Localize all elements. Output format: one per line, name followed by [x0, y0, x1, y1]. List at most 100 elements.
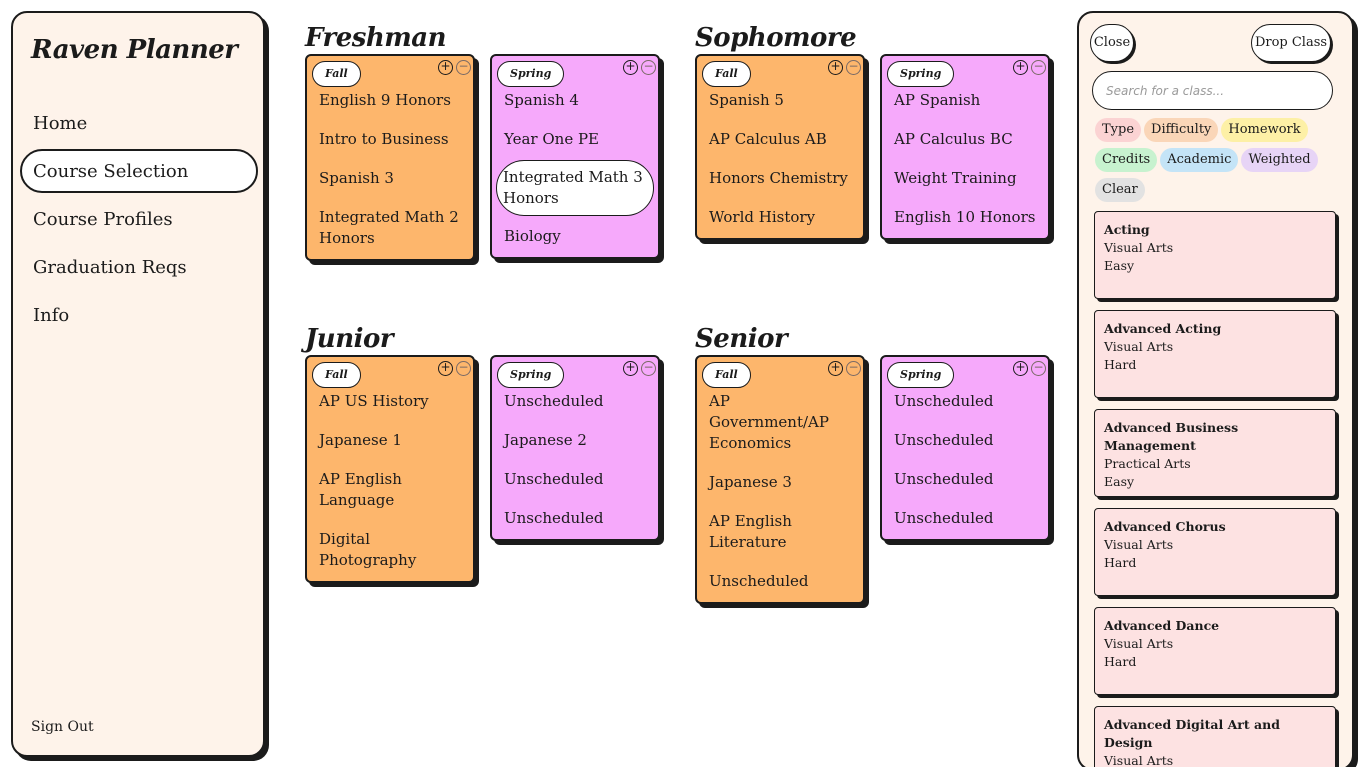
sidebar-nav: Home Course Selection Course Profiles Gr…: [20, 101, 258, 341]
drop-class-button[interactable]: Drop Class: [1251, 24, 1331, 62]
term-spring: Spring + − AP Spanish AP Calculus BC Weight T…: [880, 54, 1050, 240]
filter-chip-difficulty[interactable]: Difficulty: [1144, 118, 1219, 142]
remove-course-icon[interactable]: −: [846, 60, 861, 75]
term-controls: + −: [828, 60, 861, 75]
class-card[interactable]: Advanced Dance Visual Arts Hard: [1094, 607, 1336, 695]
course-item[interactable]: AP US History: [319, 392, 429, 410]
close-button[interactable]: Close: [1090, 24, 1134, 62]
course-item[interactable]: Spanish 4: [504, 91, 579, 109]
term-label: Spring: [497, 362, 565, 388]
course-item[interactable]: Unscheduled: [504, 470, 604, 488]
course-item[interactable]: Integrated Math 2 Honors: [319, 208, 459, 247]
course-item[interactable]: Unscheduled: [894, 431, 994, 449]
filter-chip-type[interactable]: Type: [1095, 118, 1142, 142]
add-course-icon[interactable]: +: [438, 60, 453, 75]
add-course-icon[interactable]: +: [828, 60, 843, 75]
nav-item-course-profiles[interactable]: Course Profiles: [33, 209, 173, 230]
course-item[interactable]: AP English Literature: [709, 512, 792, 551]
course-item[interactable]: Unscheduled: [504, 392, 604, 410]
term-spring: Spring + − Unscheduled Japanese 2 Unscheduled…: [490, 355, 660, 541]
term-spring: Spring + − Unscheduled Unscheduled Unschedule…: [880, 355, 1050, 541]
add-course-icon[interactable]: +: [1013, 60, 1028, 75]
remove-course-icon[interactable]: −: [641, 361, 656, 376]
course-item[interactable]: AP Spanish: [894, 91, 981, 109]
nav-item-course-selection[interactable]: Course Selection: [20, 149, 258, 193]
filter-chip-homework[interactable]: Homework: [1221, 118, 1308, 142]
class-card[interactable]: Advanced Business Management Practical Ar…: [1094, 409, 1336, 497]
year-junior: Junior Fall + − AP US History Japanese 1 AP En…: [305, 325, 660, 583]
course-item[interactable]: English 9 Honors: [319, 91, 451, 109]
course-item[interactable]: Japanese 3: [709, 473, 792, 491]
class-card[interactable]: Acting Visual Arts Easy: [1094, 211, 1336, 299]
class-card[interactable]: Advanced Chorus Visual Arts Hard: [1094, 508, 1336, 596]
class-type: Visual Arts: [1104, 537, 1174, 552]
course-item[interactable]: Unscheduled: [504, 509, 604, 527]
course-item[interactable]: Intro to Business: [319, 130, 449, 148]
course-item[interactable]: Year One PE: [504, 130, 600, 148]
filter-chips: Type Difficulty Homework Credits Academic Wei…: [1095, 118, 1345, 208]
course-item[interactable]: Unscheduled: [894, 392, 994, 410]
term-controls: + −: [1013, 361, 1046, 376]
year-title: Sophomore: [695, 23, 857, 53]
year-title: Freshman: [305, 23, 447, 53]
class-card[interactable]: Advanced Acting Visual Arts Hard: [1094, 310, 1336, 398]
term-controls: + −: [438, 60, 471, 75]
course-item[interactable]: Honors Chemistry: [709, 169, 848, 187]
remove-course-icon[interactable]: −: [846, 361, 861, 376]
course-item[interactable]: Biology: [504, 227, 561, 245]
add-course-icon[interactable]: +: [623, 60, 638, 75]
class-type: Practical Arts: [1104, 456, 1191, 471]
remove-course-icon[interactable]: −: [1031, 361, 1046, 376]
course-item[interactable]: AP Calculus AB: [709, 130, 827, 148]
course-item[interactable]: English 10 Honors: [894, 208, 1036, 226]
remove-course-icon[interactable]: −: [456, 361, 471, 376]
term-label: Fall: [312, 61, 361, 87]
course-item[interactable]: Japanese 2: [504, 431, 587, 449]
term-controls: + −: [623, 361, 656, 376]
course-item[interactable]: Unscheduled: [894, 470, 994, 488]
term-label: Fall: [312, 362, 361, 388]
course-item[interactable]: Weight Training: [894, 169, 1017, 187]
course-item[interactable]: Japanese 1: [319, 431, 402, 449]
filter-chip-credits[interactable]: Credits: [1095, 148, 1158, 172]
term-label: Spring: [497, 61, 565, 87]
year-sophomore: Sophomore Fall + − Spanish 5 AP Calculus AB Ho…: [695, 23, 1050, 240]
class-name: Acting: [1104, 222, 1150, 237]
course-item[interactable]: AP Government/AP Economics: [709, 392, 829, 452]
class-type: Visual Arts: [1104, 339, 1174, 354]
filter-chip-academic[interactable]: Academic: [1160, 148, 1239, 172]
class-name: Advanced Acting: [1104, 321, 1222, 336]
class-type: Visual Arts: [1104, 636, 1174, 651]
year-freshman: Freshman Fall + − English 9 Honors Intro to B…: [305, 23, 660, 261]
course-item[interactable]: Spanish 3: [319, 169, 394, 187]
nav-item-home[interactable]: Home: [33, 113, 88, 134]
nav-item-graduation-reqs[interactable]: Graduation Reqs: [33, 257, 187, 278]
course-item[interactable]: AP Calculus BC: [894, 130, 1013, 148]
course-item[interactable]: Unscheduled: [894, 509, 994, 527]
course-item[interactable]: AP English Language: [319, 470, 402, 509]
remove-course-icon[interactable]: −: [456, 60, 471, 75]
filter-chip-weighted[interactable]: Weighted: [1241, 148, 1318, 172]
add-course-icon[interactable]: +: [1013, 361, 1028, 376]
class-difficulty: Hard: [1104, 555, 1137, 570]
sign-out-link[interactable]: Sign Out: [31, 719, 94, 735]
course-item[interactable]: Digital Photography: [319, 530, 417, 569]
remove-course-icon[interactable]: −: [641, 60, 656, 75]
term-spring: Spring + − Spanish 4 Year One PE Integrated M…: [490, 54, 660, 259]
year-title: Senior: [695, 324, 788, 354]
course-item[interactable]: Integrated Math 3 Honors: [496, 160, 654, 216]
course-item[interactable]: Spanish 5: [709, 91, 784, 109]
course-item[interactable]: Unscheduled: [709, 572, 809, 590]
app-title: Raven Planner: [31, 35, 238, 65]
class-card[interactable]: Advanced Digital Art and Design Visual Ar…: [1094, 706, 1336, 767]
add-course-icon[interactable]: +: [623, 361, 638, 376]
filter-chip-clear[interactable]: Clear: [1095, 178, 1145, 202]
add-course-icon[interactable]: +: [828, 361, 843, 376]
class-difficulty: Easy: [1104, 258, 1135, 273]
course-item[interactable]: World History: [709, 208, 816, 226]
nav-item-info[interactable]: Info: [33, 305, 70, 326]
class-search-input[interactable]: [1092, 71, 1333, 110]
add-course-icon[interactable]: +: [438, 361, 453, 376]
class-name: Advanced Chorus: [1104, 519, 1226, 534]
remove-course-icon[interactable]: −: [1031, 60, 1046, 75]
